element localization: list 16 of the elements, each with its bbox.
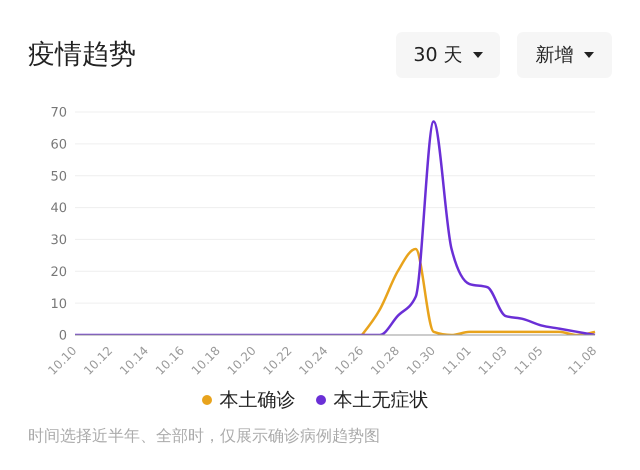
- y-tick-label: 70: [50, 106, 67, 121]
- y-tick-label: 60: [50, 137, 67, 152]
- line-series: [360, 248, 596, 335]
- chart-title: 疫情趋势: [28, 38, 136, 72]
- legend-label: 本土无症状: [334, 388, 428, 413]
- dropdown-field: 30 天: [396, 32, 500, 78]
- legend-label: 本土确诊: [220, 388, 296, 413]
- y-tick-label: 50: [50, 169, 67, 184]
- y-tick-label: 10: [50, 296, 67, 312]
- text: 时间选择近半年、全部时，仅展示确诊病例趋势图: [28, 426, 380, 447]
- dropdown-field: 新增: [517, 32, 612, 78]
- y-tick-label: 40: [50, 201, 67, 216]
- y-tick-label: 0: [58, 328, 67, 344]
- line-series: [74, 120, 596, 335]
- y-tick-label: 30: [50, 233, 67, 248]
- y-tick-label: 20: [50, 264, 67, 280]
